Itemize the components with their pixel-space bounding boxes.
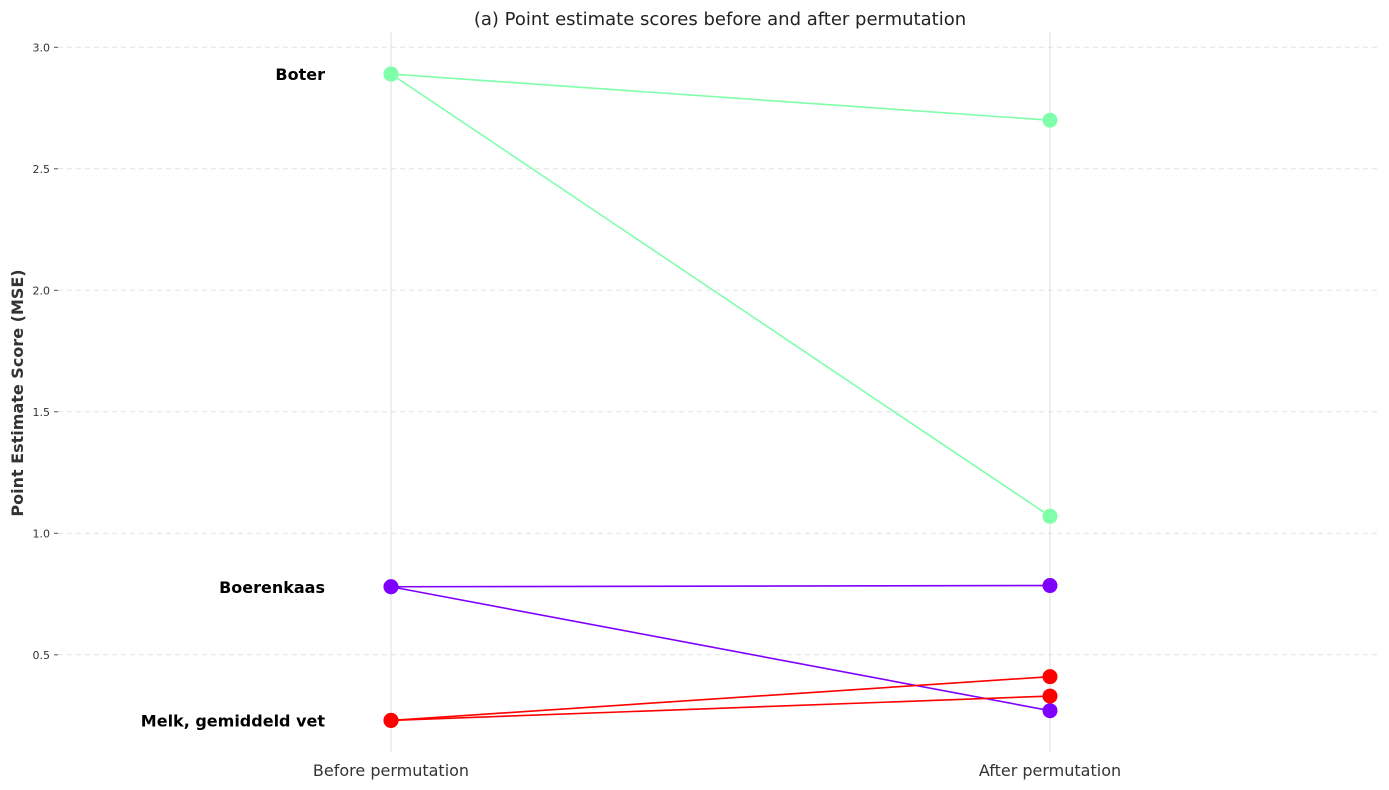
data-point (1042, 669, 1058, 685)
series-line (390, 584, 1051, 588)
data-points (383, 66, 1058, 728)
product-labels: Boter Boerenkaas Melk, gemiddeld vet (141, 65, 326, 730)
y-tick-label: 2.5 (33, 163, 51, 176)
x-tick-labels: Before permutation After permutation (313, 761, 1121, 780)
y-tick-labels: 0.5 1.0 1.5 2.0 2.5 3.0 (33, 41, 58, 662)
y-tick-label: 0.5 (33, 649, 51, 662)
category-guides (390, 32, 1051, 752)
x-tick-label: After permutation (979, 761, 1121, 780)
data-point (383, 66, 399, 82)
y-tick-label: 1.5 (33, 406, 51, 419)
y-axis-label: Point Estimate Score (MSE) (8, 269, 27, 516)
data-point (1042, 578, 1058, 594)
product-label: Melk, gemiddeld vet (141, 711, 326, 730)
series-lines (390, 73, 1051, 722)
data-point (1042, 508, 1058, 524)
x-tick-label: Before permutation (313, 761, 469, 780)
data-point (1042, 688, 1058, 704)
data-point (1042, 703, 1058, 719)
series-line (390, 585, 1051, 712)
series-line (390, 675, 1051, 722)
y-tick-label: 2.0 (33, 284, 51, 297)
grid (58, 46, 1380, 656)
series-line (390, 695, 1051, 722)
data-point (383, 579, 399, 595)
y-tick-label: 3.0 (33, 41, 51, 54)
chart-title: (a) Point estimate scores before and aft… (474, 9, 966, 30)
y-tick-label: 1.0 (33, 527, 51, 540)
data-point (383, 712, 399, 728)
data-point (1042, 112, 1058, 128)
series-line (390, 73, 1051, 121)
product-label: Boerenkaas (219, 578, 325, 597)
series-line (390, 73, 1051, 517)
product-label: Boter (275, 65, 325, 84)
